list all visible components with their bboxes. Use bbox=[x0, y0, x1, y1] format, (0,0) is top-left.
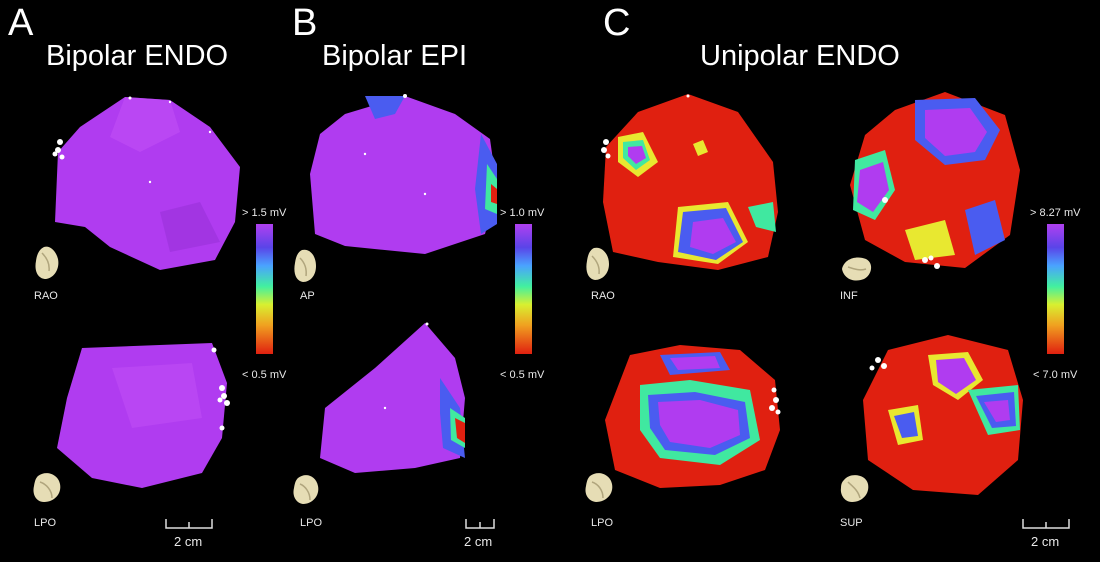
panel-title-b: Bipolar EPI bbox=[322, 40, 468, 72]
colorbar-low-label: < 7.0 mV bbox=[1033, 369, 1078, 381]
view-label: RAO bbox=[34, 290, 58, 302]
map-c-sup bbox=[863, 335, 1023, 495]
map-c-lpo bbox=[605, 345, 781, 488]
panel-letter-b: B bbox=[292, 2, 318, 44]
view-label: LPO bbox=[300, 517, 323, 529]
heart-icon bbox=[842, 257, 872, 281]
heart-icon bbox=[586, 247, 609, 280]
panel-letter-c: C bbox=[603, 2, 631, 44]
map-b-ap bbox=[310, 94, 497, 254]
heart-icon bbox=[293, 475, 319, 504]
view-label: LPO bbox=[591, 517, 614, 529]
heart-icon bbox=[294, 249, 316, 282]
heart-icon bbox=[840, 475, 869, 502]
scale-label: 2 cm bbox=[174, 534, 203, 549]
map-c-inf bbox=[850, 92, 1020, 269]
panel-title-a: Bipolar ENDO bbox=[46, 40, 229, 72]
view-label: LPO bbox=[34, 517, 57, 529]
scale-label: 2 cm bbox=[1031, 534, 1060, 549]
colorbar bbox=[515, 224, 532, 354]
colorbar-high-label: > 1.5 mV bbox=[242, 207, 287, 219]
map-a-rao bbox=[52, 96, 240, 270]
colorbar-high-label: > 1.0 mV bbox=[500, 207, 545, 219]
map-c-rao bbox=[601, 94, 778, 270]
map-b-lpo bbox=[320, 322, 465, 473]
heart-icon bbox=[35, 246, 59, 279]
panel-letter-a: A bbox=[8, 2, 34, 44]
panel-title-c: Unipolar ENDO bbox=[700, 40, 900, 72]
view-label: INF bbox=[840, 290, 858, 302]
heart-icon bbox=[33, 473, 61, 502]
scale-bar-icon bbox=[465, 519, 495, 529]
scale-bar-icon bbox=[165, 519, 213, 529]
colorbar bbox=[256, 224, 273, 354]
map-a-lpo bbox=[57, 343, 230, 488]
heart-icon bbox=[585, 473, 613, 502]
colorbar-low-label: < 0.5 mV bbox=[500, 369, 545, 381]
view-label: SUP bbox=[840, 517, 863, 529]
colorbar bbox=[1047, 224, 1064, 354]
view-label: AP bbox=[300, 290, 315, 302]
scale-bar-icon bbox=[1022, 519, 1070, 529]
colorbar-low-label: < 0.5 mV bbox=[242, 369, 287, 381]
view-label: RAO bbox=[591, 290, 615, 302]
scale-label: 2 cm bbox=[464, 534, 493, 549]
colorbar-high-label: > 8.27 mV bbox=[1030, 207, 1081, 219]
